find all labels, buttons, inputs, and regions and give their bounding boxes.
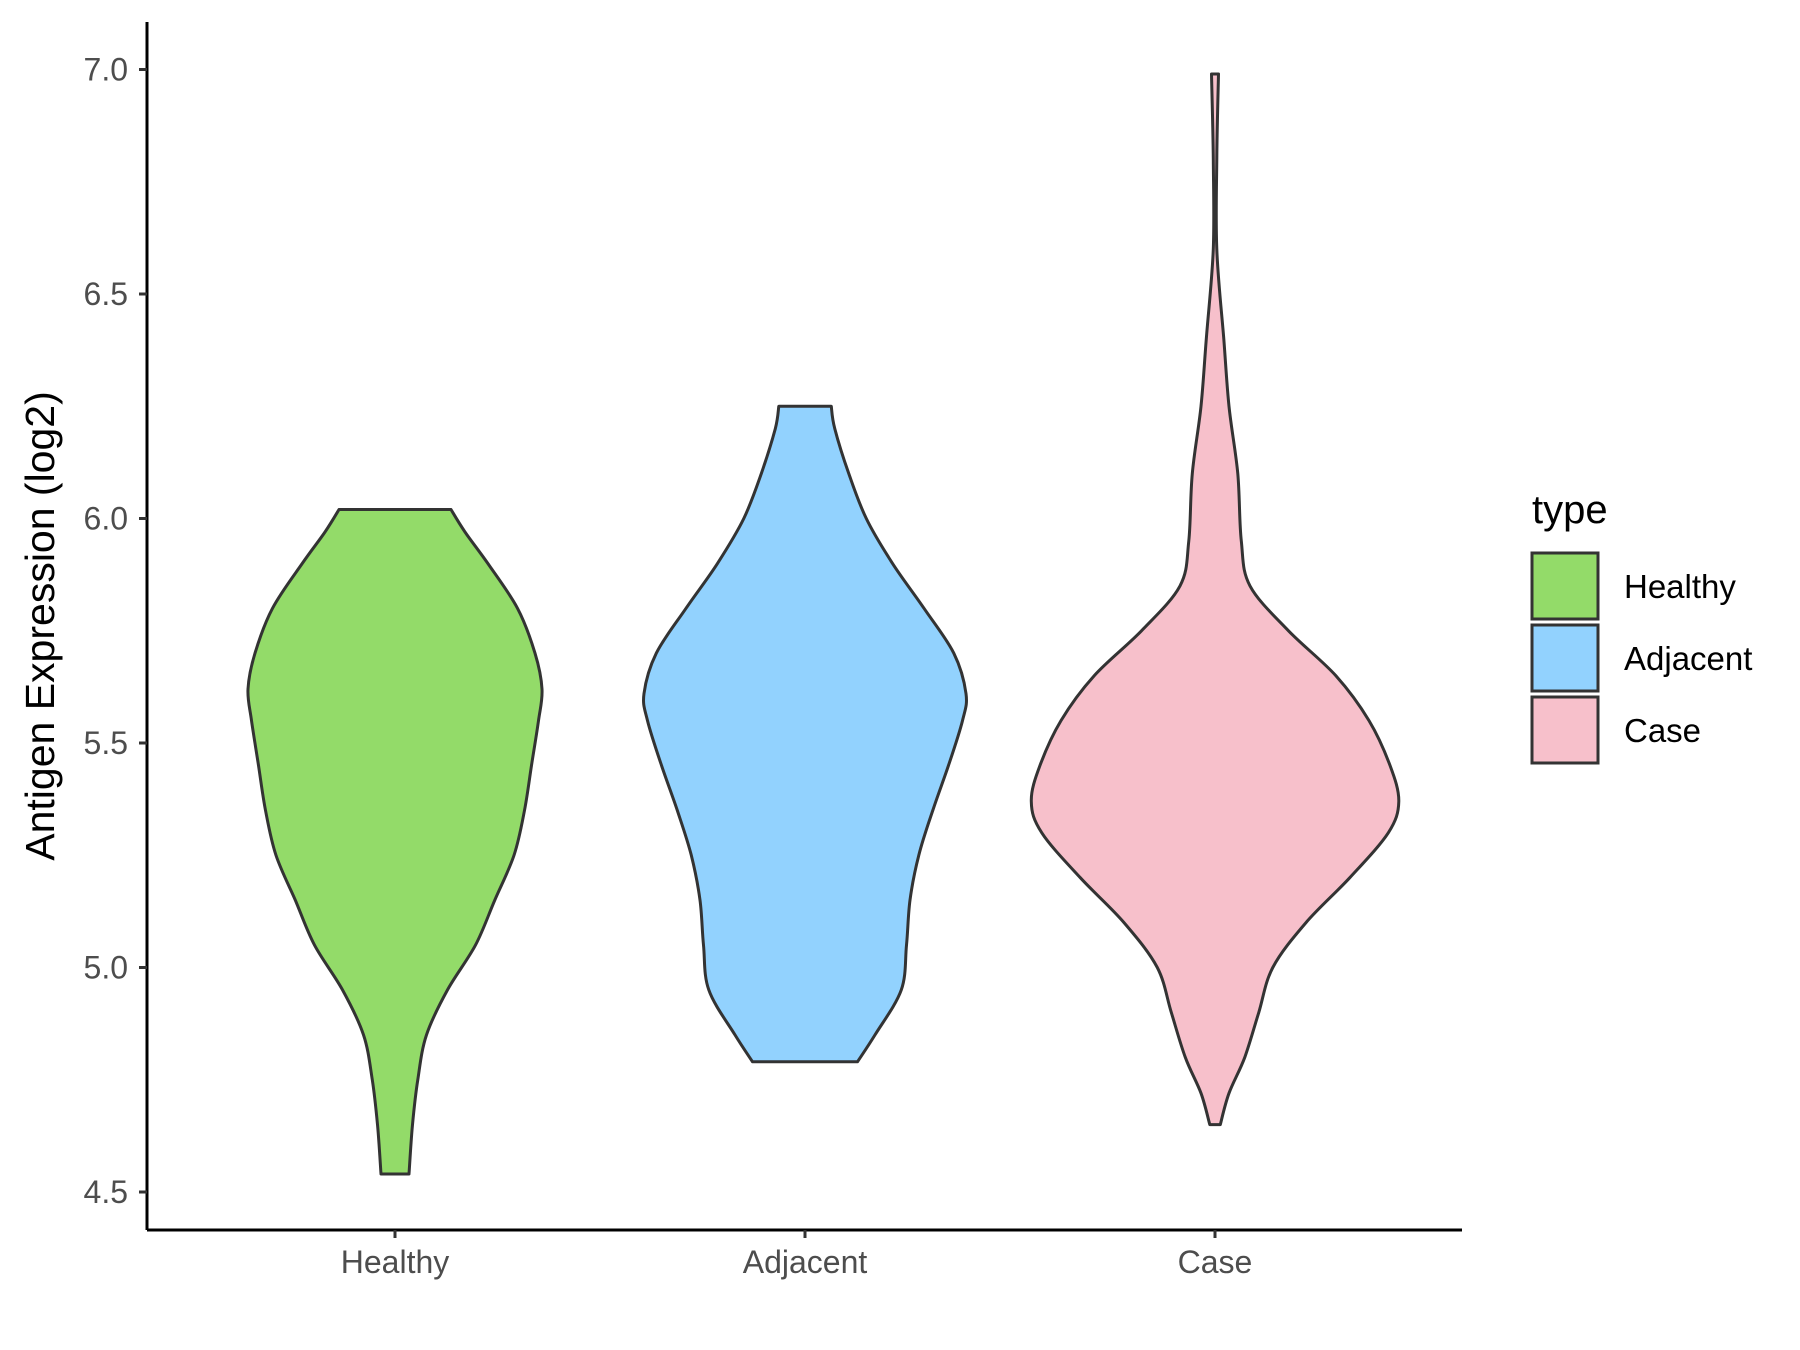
y-axis-title: Antigen Expression (log2) [17,391,63,860]
x-tick-label: Healthy [341,1244,450,1280]
y-tick-label: 5.0 [84,950,128,986]
legend-key-adjacent [1530,623,1600,693]
y-tick-label: 4.5 [84,1174,128,1210]
x-axis-ticks: Healthy Adjacent Case [341,1230,1253,1280]
y-tick-label: 7.0 [84,52,128,88]
legend-key-healthy [1530,551,1600,621]
violin-adjacent [642,404,968,1064]
legend: type Healthy Adjacent Case [1530,488,1752,765]
y-tick-label: 6.5 [84,276,128,312]
y-axis-ticks: 4.5 5.0 5.5 6.0 6.5 7.0 [84,52,147,1210]
y-tick-label: 6.0 [84,501,128,537]
violin-healthy [246,508,544,1176]
y-tick-label: 5.5 [84,725,128,761]
violin-layer [246,72,1401,1176]
x-tick-label: Case [1178,1244,1253,1280]
legend-key-case [1530,695,1600,765]
legend-label: Case [1624,712,1701,749]
violin-case [1029,72,1401,1127]
legend-label: Adjacent [1624,640,1752,677]
legend-label: Healthy [1624,568,1736,605]
legend-title: type [1532,488,1608,532]
legend-items: Healthy Adjacent Case [1530,551,1752,765]
x-tick-label: Adjacent [743,1244,868,1280]
